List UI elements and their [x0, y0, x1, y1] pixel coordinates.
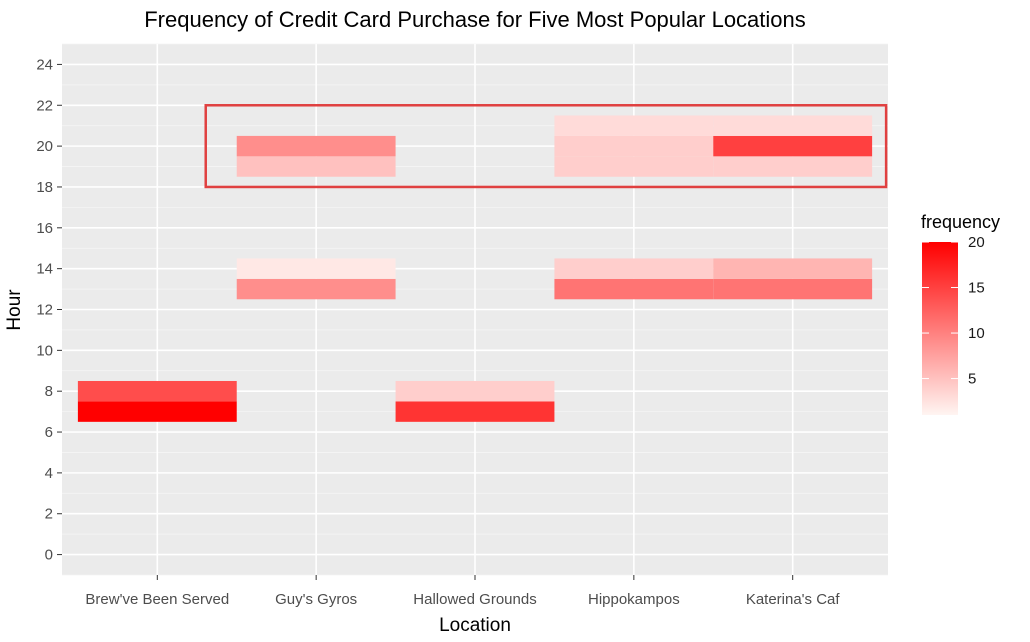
- x-tick-label: Guy's Gyros: [275, 591, 357, 608]
- chart-title: Frequency of Credit Card Purchase for Fi…: [144, 7, 806, 32]
- legend-colorbar: [922, 242, 958, 415]
- y-tick-label: 22: [36, 97, 53, 114]
- heatmap-cell: [554, 156, 714, 177]
- legend-tick-label: 10: [968, 325, 985, 342]
- y-tick-label: 20: [36, 138, 53, 155]
- x-tick-label: Hallowed Grounds: [413, 591, 536, 608]
- y-axis-title: Hour: [4, 289, 25, 331]
- legend-tick-label: 15: [968, 280, 985, 297]
- highlight-box-layer: [204, 104, 888, 189]
- highlight-box: [204, 104, 888, 189]
- y-tick-label: 14: [36, 261, 53, 278]
- heatmap-cell: [713, 156, 873, 177]
- heatmap-cell: [713, 135, 873, 157]
- heatmap-cell: [77, 380, 237, 402]
- heatmap-cell: [236, 156, 396, 177]
- y-tick-label: 4: [45, 465, 53, 482]
- y-tick-label: 16: [36, 220, 53, 237]
- heatmap-cell: [554, 258, 714, 279]
- heatmap-cell: [554, 278, 714, 300]
- legend-tick-label: 5: [968, 371, 976, 388]
- x-tick-label: Brew've Been Served: [85, 591, 229, 608]
- heatmap-cell: [236, 258, 396, 279]
- y-tick-label: 0: [45, 547, 53, 564]
- heatmap-cell: [395, 380, 555, 402]
- heatmap-cell: [395, 401, 555, 422]
- heatmap-cell: [554, 135, 714, 157]
- y-tick-label: 18: [36, 179, 53, 196]
- y-tick-label: 10: [36, 342, 53, 359]
- heatmap-cell: [713, 115, 873, 136]
- x-tick-label: Katerina's Caf: [746, 591, 841, 608]
- x-axis-title: Location: [439, 615, 511, 636]
- legend-tick-label: 20: [968, 234, 985, 251]
- heatmap-cell: [77, 401, 237, 422]
- y-tick-label: 6: [45, 424, 53, 441]
- heatmap-cell: [236, 135, 396, 157]
- y-tick-label: 12: [36, 302, 53, 319]
- x-axis: Brew've Been Served Guy's Gyros Hallowed G…: [85, 575, 840, 608]
- legend-title: frequency: [921, 212, 1000, 232]
- heatmap-cell: [713, 258, 873, 279]
- y-tick-label: 8: [45, 383, 53, 400]
- heatmap-cells: [77, 115, 873, 422]
- x-tick-label: Hippokampos: [588, 591, 680, 608]
- y-tick-label: 24: [36, 56, 53, 73]
- legend-ticks: 5 10 15 20: [922, 234, 985, 388]
- legend: frequency 5 10 15 20: [921, 212, 1000, 415]
- heatmap-cell: [713, 278, 873, 300]
- heatmap-cell: [554, 115, 714, 136]
- heatmap-cell: [236, 278, 396, 300]
- y-tick-label: 2: [45, 506, 53, 523]
